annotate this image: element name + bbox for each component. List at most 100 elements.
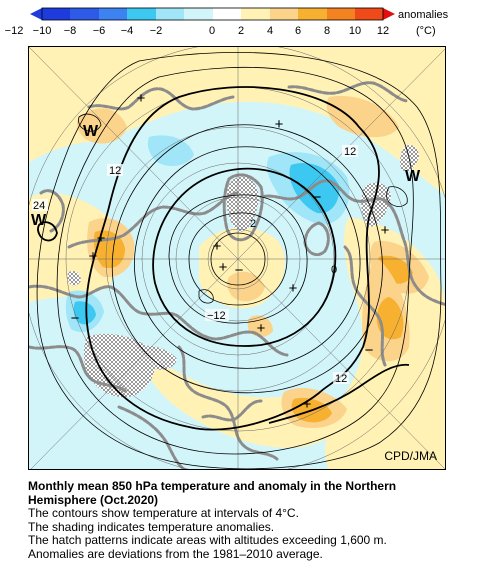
contour-line-bold [85,86,380,431]
colorbar-unit-label: anomalies [398,9,449,21]
contour-line-bold [152,167,337,347]
colorbar-tick: 8 [324,25,330,37]
contour-line [168,194,308,324]
contour-label: 0 [331,264,337,276]
figure-caption: Monthly mean 850 hPa temperature and ano… [28,479,468,561]
cold-area-w-strong [73,301,96,325]
contour-label: 12 [335,373,347,385]
anomaly-colorbar: −12 −10 −8 −6 −4 −2 0 2 4 6 8 10 12 anom… [0,0,480,40]
coast-pacific [287,81,409,103]
plus-marker: + [257,320,266,337]
plus-marker: + [213,238,222,255]
colorbar-tick: 4 [267,25,273,37]
coast-north-america [259,179,445,306]
cold-area-ne-strong [289,163,340,214]
coast-mediterranean [201,399,263,422]
colorbar-tick: −12 [5,25,24,37]
contour-line [386,186,408,207]
caption-line: Anomalies are deviations from the 1981–2… [28,546,323,561]
colorbar-seg-1 [42,8,70,20]
colorbar-tick: −2 [150,25,163,37]
terrain-east-asia [67,271,81,286]
plus-marker: + [289,280,298,297]
plus-marker: + [97,230,106,247]
minus-marker: − [71,310,80,327]
warm-marker: W [405,168,421,185]
coast-europe [177,345,279,461]
colorbar-tick: −6 [93,25,106,37]
colorbar-tick: 10 [349,25,361,37]
polar-stereographic-map: 12 24 12 2 0 −12 12 W W W + + + + + + + [28,46,446,470]
colorbar-tick: −8 [64,25,77,37]
plus-marker: + [219,259,228,276]
colorbar-arrow-right [383,8,395,20]
contour-line [78,113,102,132]
contour-label: 24 [33,200,45,212]
plus-marker: + [303,396,312,413]
warm-anomaly-shading [29,47,445,469]
plus-marker: + [137,90,146,107]
colorbar-segments [30,7,395,21]
contour-line [134,146,361,369]
warm-marker: W [31,212,47,229]
contour-line [111,124,383,394]
colorbar-unit-paren: (°C) [416,25,436,37]
warm-area-n2 [326,96,399,138]
colorbar-seg-2 [70,8,99,20]
coast-africa [117,405,187,469]
colorbar-seg-10 [298,8,327,20]
coast-eurasia [29,284,289,357]
caption-line: The shading indicates temperature anomal… [28,519,275,534]
temperature-contours [36,52,442,469]
caption-line: The hatch patterns indicate areas with a… [28,533,387,547]
plus-marker: + [89,248,98,265]
low-markers: − − − − [71,189,374,359]
colorbar-tick: 2 [238,25,244,37]
colorbar-tick: −4 [121,25,134,37]
colorbar-seg-12 [355,8,383,20]
colorbar-arrow-left [30,8,42,20]
warm-area-n1 [77,108,127,144]
high-terrain-hatching [67,145,419,398]
terrain-tibet [83,333,156,398]
contour-line [198,289,214,304]
coast-greenland [222,173,264,242]
warm-markers: W W W [31,123,421,229]
coastlines [29,81,445,469]
contour-line [188,212,288,306]
cold-anomaly-shading [65,135,350,333]
map-canvas: 12 24 12 2 0 −12 12 W W W + + + + + + + [29,47,445,469]
contour-line-bold [268,363,410,424]
contour-labels: 12 24 12 2 0 −12 12 [32,145,358,385]
colorbar-tick: −10 [33,25,52,37]
warm-area-south [139,347,332,448]
minus-marker: − [235,262,244,279]
minus-marker: − [313,189,322,206]
coast-arctic-russia [67,191,239,249]
colorbar-seg-7 [213,8,241,20]
coast-japan [39,189,65,233]
contour-label: 12 [109,165,121,177]
coast-asia-south [29,345,127,393]
caption-title: Monthly mean 850 hPa temperature and ano… [28,479,397,507]
minus-marker: − [365,342,374,359]
coast-east-asia-top [87,87,235,111]
colorbar-tick: 0 [209,25,215,37]
credit-label: CPD/JMA [384,449,437,463]
high-markers: + + + + + + + + + + [89,90,390,413]
contour-line [36,52,442,469]
plus-marker: + [381,222,390,239]
colorbar-seg-9 [270,8,298,20]
warm-area-north [29,47,445,196]
coast-hudson [303,221,330,257]
terrain-greenland [226,176,259,232]
colorbar-tick: 6 [295,25,301,37]
contour-label: 12 [344,146,356,158]
colorbar-seg-3 [99,8,127,20]
colorbar-seg-8 [241,8,270,20]
colorbar-seg-11 [327,8,355,20]
plus-marker: + [275,116,284,133]
contour-label: −12 [207,310,226,322]
colorbar-ticks: −12 −10 −8 −6 −4 −2 0 2 4 6 8 10 12 [5,25,389,37]
contour-line-bold [37,221,58,242]
